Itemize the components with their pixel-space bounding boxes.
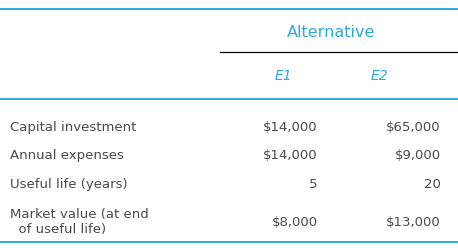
Text: $9,000: $9,000 (394, 149, 441, 162)
Text: E2: E2 (371, 69, 388, 83)
Text: Annual expenses: Annual expenses (11, 149, 125, 162)
Text: 5: 5 (309, 178, 318, 190)
Text: Useful life (years): Useful life (years) (11, 178, 128, 190)
Text: Market value (at end
  of useful life): Market value (at end of useful life) (11, 208, 149, 236)
Text: $8,000: $8,000 (272, 216, 318, 229)
Text: Capital investment: Capital investment (11, 121, 137, 134)
Text: $13,000: $13,000 (386, 216, 441, 229)
Text: $65,000: $65,000 (386, 121, 441, 134)
Text: 20: 20 (424, 178, 441, 190)
Text: $14,000: $14,000 (263, 121, 318, 134)
Text: E1: E1 (275, 69, 293, 83)
Text: $14,000: $14,000 (263, 149, 318, 162)
Text: Alternative: Alternative (287, 25, 376, 39)
